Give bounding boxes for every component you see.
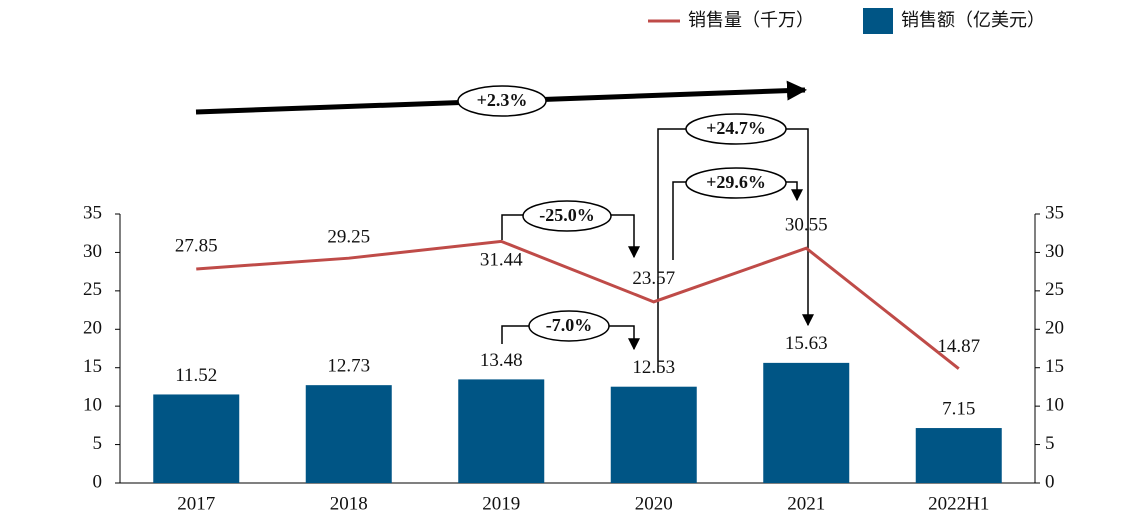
annotation: +29.6% [706,172,766,192]
bar [610,386,697,483]
x-tick-label: 2018 [330,493,368,514]
annotation: -7.0% [546,315,593,335]
y2-tick-label: 5 [1045,433,1055,454]
annotation-bubble [457,85,547,117]
y2-tick-label: 10 [1045,395,1064,416]
line-label: 29.25 [327,227,370,248]
bar [763,362,850,483]
y2-tick-label: 30 [1045,241,1064,262]
x-tick-label: 2021 [787,493,825,514]
bar-label: 15.63 [785,333,828,354]
y-tick-label: 35 [83,202,102,223]
annotation: +24.7% [706,118,766,138]
bar [153,394,240,483]
line-label: 14.87 [937,336,980,357]
line-label: 27.85 [175,235,218,256]
x-tick-label: 2020 [635,493,673,514]
y2-tick-label: 35 [1045,202,1064,223]
x-tick-label: 2022H1 [928,493,989,514]
bar-label: 11.52 [175,365,217,386]
legend: 销售量（千万） 销售额（亿美元） [648,8,1045,34]
annotation: +2.3% [477,90,528,110]
bar [915,428,1002,483]
y2-tick-label: 15 [1045,356,1064,377]
y-tick-label: 0 [93,471,103,492]
line-label: 31.44 [480,250,523,271]
legend-swatch [863,8,893,34]
bar-label: 12.73 [327,356,370,377]
bar-label: 13.48 [480,350,523,371]
bar [305,385,392,483]
annotation-bubble [685,113,787,145]
bar-label: 7.15 [942,398,975,419]
annotation: -25.0% [539,205,595,225]
y2-tick-label: 0 [1045,471,1055,492]
y-tick-label: 5 [93,433,103,454]
annotation-bubble [685,167,787,199]
x-tick-label: 2019 [482,493,520,514]
legend-label: 销售量（千万） [688,10,814,31]
y-tick-label: 30 [83,241,102,262]
legend-label: 销售额（亿美元） [901,10,1045,31]
x-tick-label: 2017 [177,493,215,514]
y-tick-label: 25 [83,279,102,300]
annotation-bubble [522,200,612,232]
y2-tick-label: 25 [1045,279,1064,300]
annotation-bubble [528,310,610,342]
line-label: 30.55 [785,215,828,236]
line-label: 23.57 [632,268,675,289]
line [196,239,960,370]
y2-tick-label: 20 [1045,318,1064,339]
bar [458,379,545,483]
y-tick-label: 10 [83,395,102,416]
y-tick-label: 20 [83,318,102,339]
y-tick-label: 15 [83,356,102,377]
bar-label: 12.53 [632,357,675,378]
